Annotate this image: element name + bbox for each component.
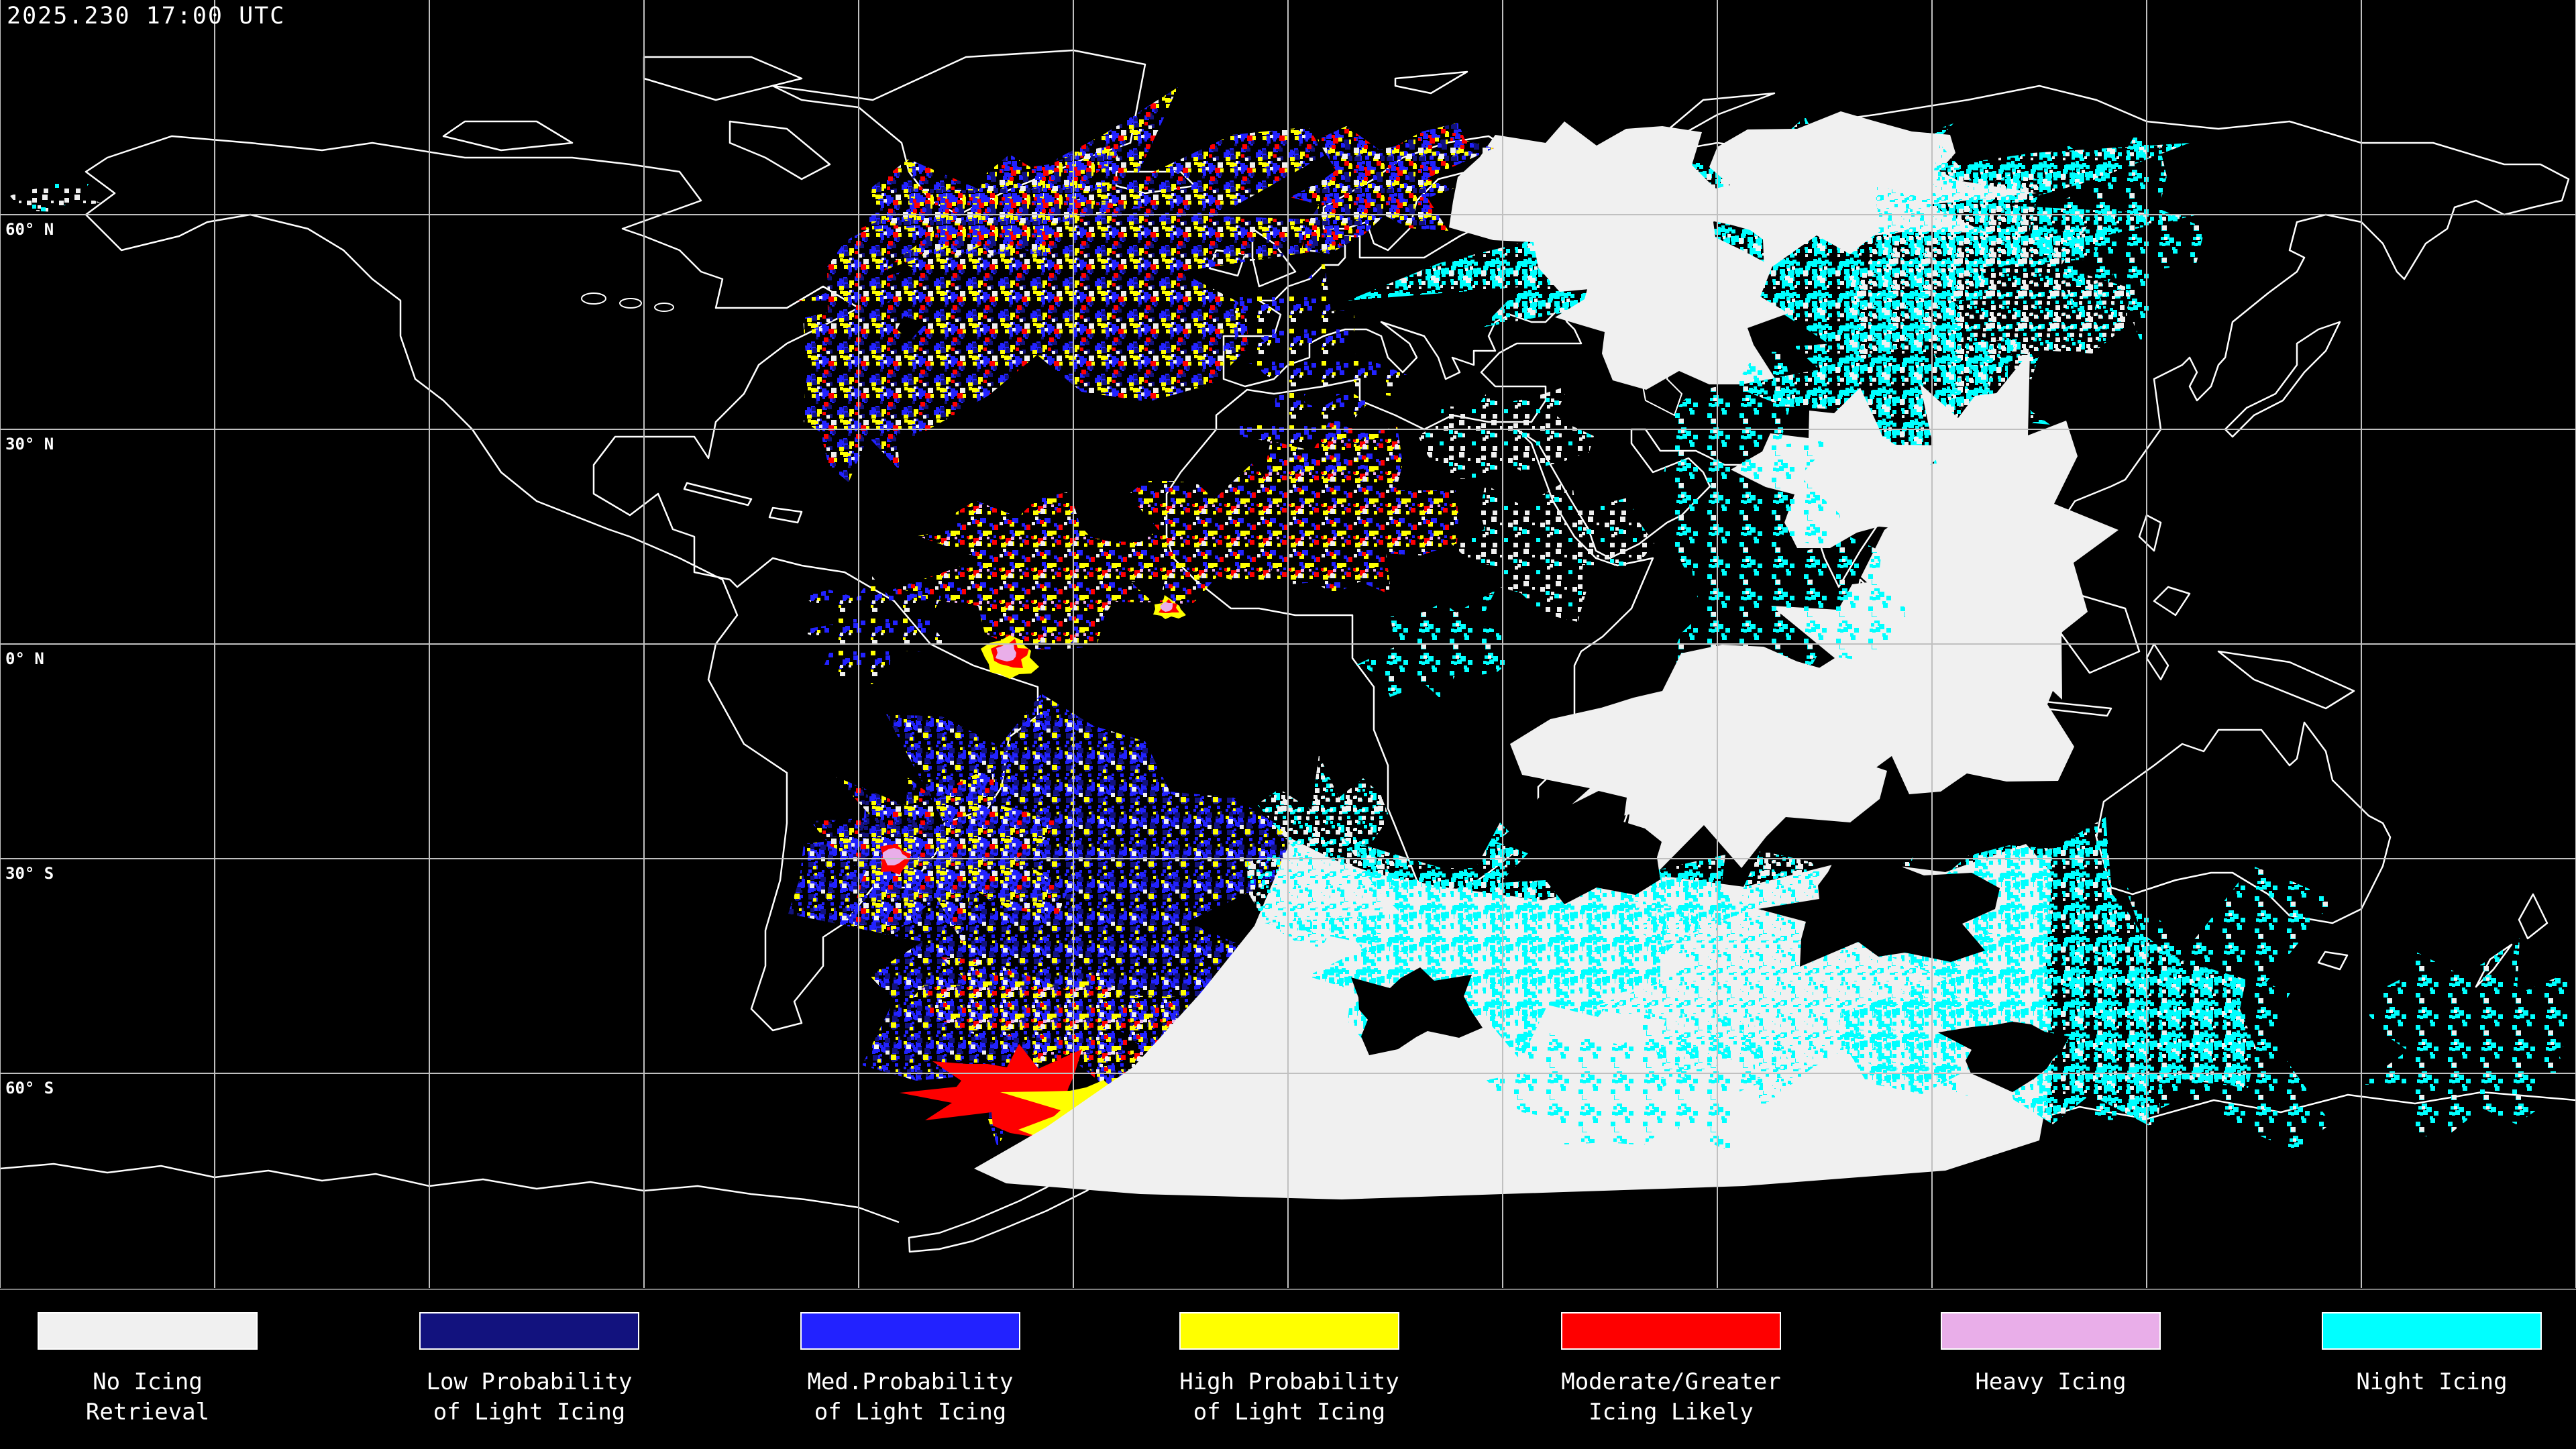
icing-field-labrador	[803, 229, 941, 482]
legend-label-heavy-icing: Heavy Icing	[1975, 1368, 2127, 1395]
lat-label-60S: 60° S	[5, 1079, 54, 1097]
icing-field-amazon	[798, 576, 951, 684]
storm-red-core	[900, 1044, 1138, 1140]
heavy-core-mid-plum	[1160, 602, 1173, 612]
heavy-core-west-plum	[996, 643, 1016, 661]
legend-label-no-icing-retrieval: No Icing Retrieval	[85, 1368, 210, 1426]
world-map: 60° N 30° N 0° N 30° S 60° S	[0, 0, 2576, 1288]
coastline-australia	[2095, 721, 2392, 924]
legend-item-night-icing: Night Icing	[2284, 1312, 2576, 1397]
hole-so4	[1938, 1022, 2070, 1092]
icing-data-overlay	[10, 87, 2576, 1199]
legend-swatch-night-icing	[2322, 1312, 2542, 1350]
night-field-nz	[2361, 938, 2576, 1140]
legend-item-moderate-greater: Moderate/Greater Icing Likely	[1523, 1312, 1819, 1428]
cloud-cyanwhite-urals	[1845, 144, 2132, 430]
hole-so2	[1497, 791, 1662, 904]
coastline-antarctica-west	[0, 1163, 900, 1224]
hole-so1	[1351, 967, 1483, 1055]
coastline-hispaniola	[768, 506, 803, 524]
lat-label-0N: 0° N	[5, 649, 44, 668]
speck-bering	[10, 175, 103, 212]
legend-label-med-prob-light-icing: Med.Probability of Light Icing	[807, 1368, 1014, 1426]
legend-swatch-med-prob-light-icing	[800, 1312, 1020, 1350]
legend-swatch-heavy-icing	[1941, 1312, 2161, 1350]
icing-field-natlantic	[797, 87, 1344, 437]
coastline-new-guinea	[2217, 650, 2355, 710]
legend-item-low-prob-light-icing: Low Probability of Light Icing	[382, 1312, 677, 1428]
legend-item-high-prob-light-icing: High Probability of Light Icing	[1142, 1312, 1437, 1428]
speck-cyan-medit	[1356, 590, 1513, 700]
night-field-so4	[2049, 865, 2334, 1150]
hole-so3	[1758, 841, 2000, 967]
latitude-labels: 60° N 30° N 0° N 30° S 60° S	[5, 220, 54, 1097]
speck-cyan-horn	[1663, 352, 1841, 589]
legend-swatch-no-icing-retrieval	[38, 1312, 258, 1350]
legend-swatch-moderate-greater	[1561, 1312, 1781, 1350]
lat-lon-grid	[0, 0, 2576, 1288]
legend-item-no-icing-retrieval: No Icing Retrieval	[0, 1312, 295, 1428]
cloud-white-blacksea	[1555, 231, 1788, 390]
coastline-svalbard	[1394, 70, 1468, 95]
night-field-so5	[1487, 1004, 1790, 1154]
coastline-tasmania	[2317, 951, 2349, 971]
legend-label-night-icing: Night Icing	[2356, 1368, 2508, 1395]
lat-label-30S: 30° S	[5, 864, 54, 883]
coastline-cuba	[683, 482, 753, 506]
legend-swatch-high-prob-light-icing	[1179, 1312, 1399, 1350]
storm-plum-spot	[883, 848, 908, 865]
legend-item-med-prob-light-icing: Med.Probability of Light Icing	[763, 1312, 1058, 1428]
coastline-philippines	[2138, 514, 2191, 616]
lat-label-60N: 60° N	[5, 220, 54, 239]
coastline-japan	[2224, 321, 2341, 438]
icing-field-itcz-west	[884, 492, 1203, 649]
icing-field-norwegian	[1290, 123, 1494, 254]
icing-field-itcz-africa	[1248, 417, 1458, 595]
coastline-sulawesi	[2145, 643, 2169, 681]
world-map-svg: 60° N 30° N 0° N 30° S 60° S	[0, 0, 2576, 1288]
coastline-victoria-island	[442, 120, 574, 152]
legend-label-low-prob-light-icing: Low Probability of Light Icing	[426, 1368, 633, 1426]
lat-label-30N: 30° N	[5, 435, 54, 453]
great-lake-2	[619, 298, 642, 309]
legend-label-moderate-greater: Moderate/Greater Icing Likely	[1561, 1368, 1781, 1426]
legend-swatch-low-prob-light-icing	[419, 1312, 639, 1350]
legend-separator-line	[0, 1289, 2576, 1290]
great-lake-3	[654, 303, 674, 312]
legend-label-high-prob-light-icing: High Probability of Light Icing	[1179, 1368, 1399, 1426]
cloud-white-equator	[1731, 388, 1953, 548]
timestamp: 2025.230 17:00 UTC	[7, 3, 286, 30]
speck-white-europe	[1451, 478, 1654, 622]
coastline-baffin	[729, 120, 831, 180]
great-lake-1	[581, 292, 606, 305]
legend-item-heavy-icing: Heavy Icing	[1903, 1312, 2198, 1397]
icing-field-uk	[1214, 261, 1415, 415]
speck-cyan-corner	[2028, 132, 2205, 343]
cyanwhite-arc-edge	[1247, 755, 1404, 954]
speck-white-scand	[1418, 386, 1594, 479]
